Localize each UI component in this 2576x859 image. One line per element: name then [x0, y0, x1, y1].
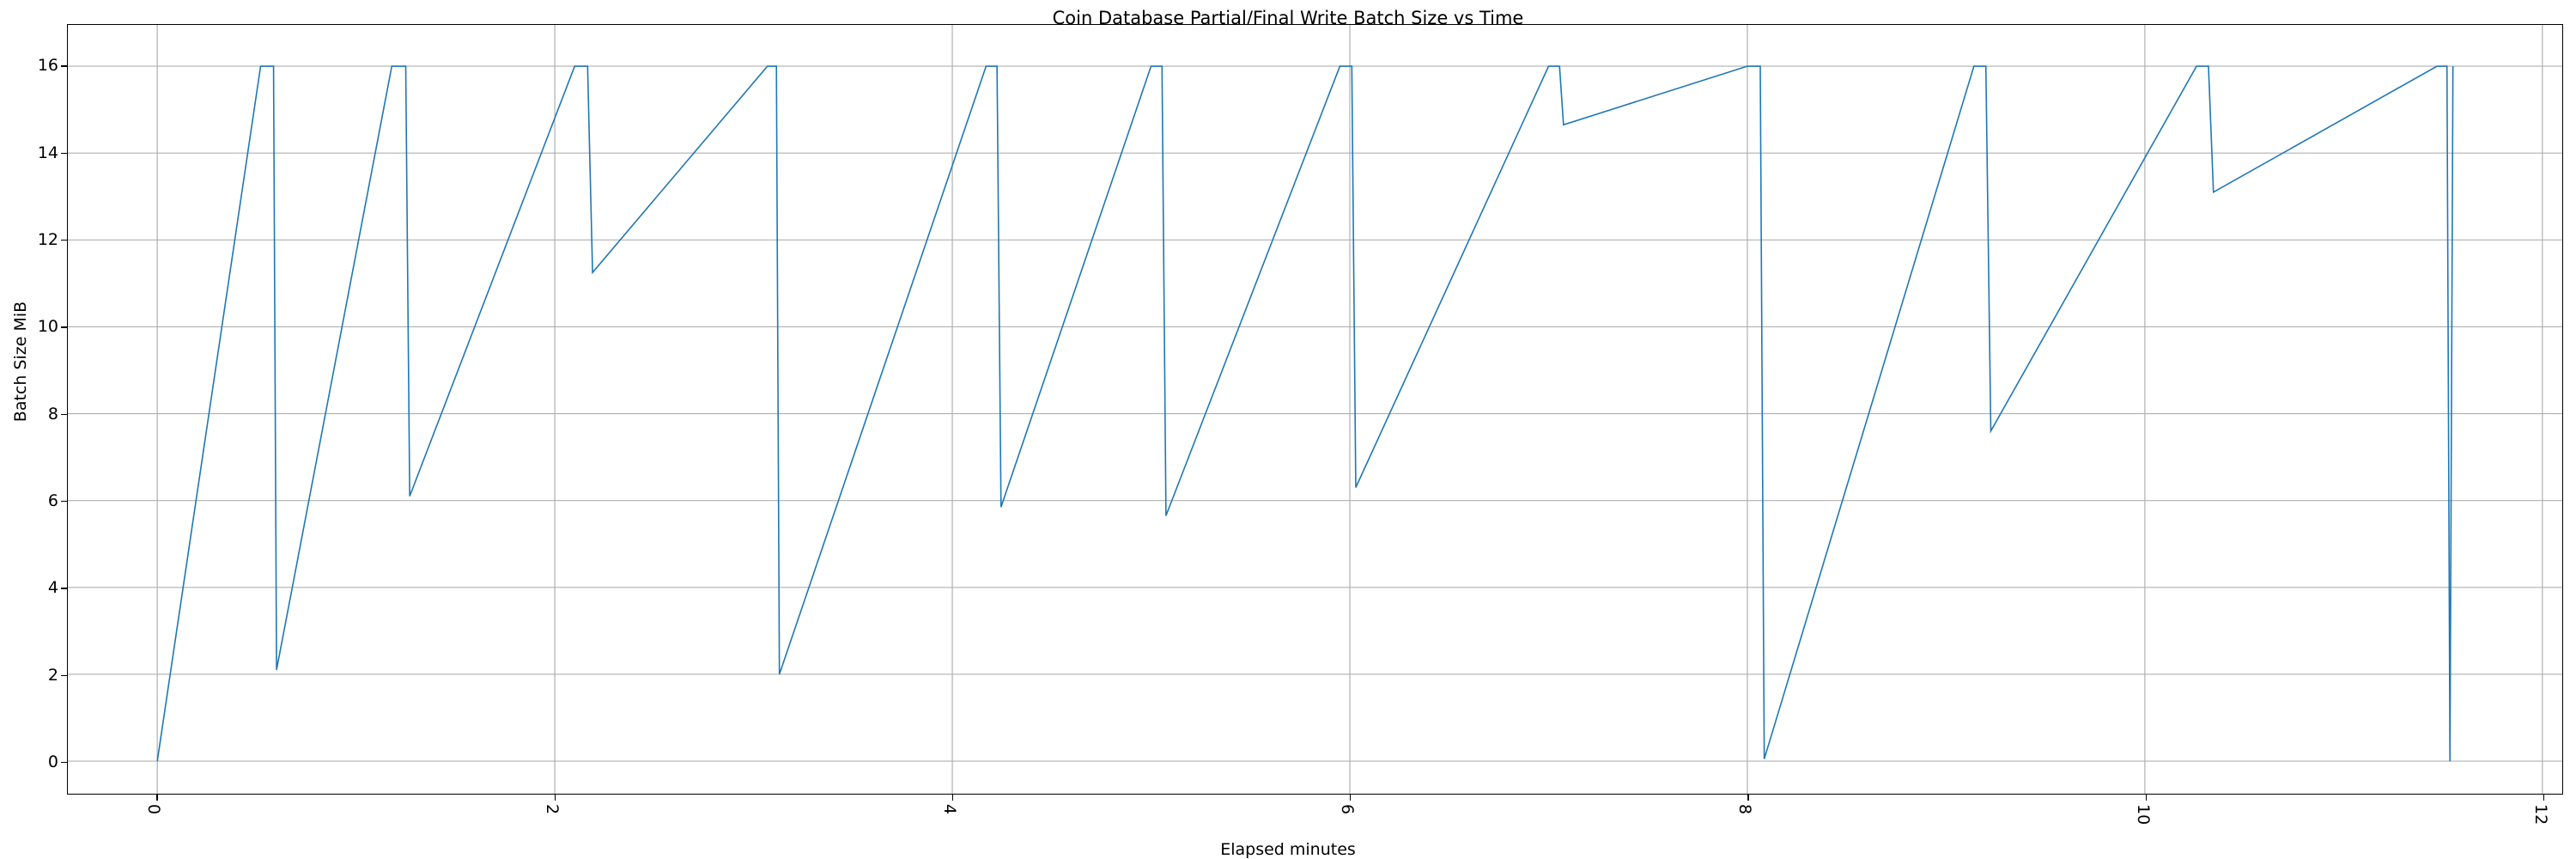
- x-tick-mark: [1350, 795, 1352, 801]
- y-tick-label: 14: [37, 143, 58, 162]
- y-tick-label: 12: [37, 229, 58, 249]
- y-tick-label: 0: [47, 752, 58, 771]
- y-tick-label: 2: [47, 665, 58, 685]
- x-tick-mark: [2543, 795, 2545, 801]
- grid-lines: [68, 25, 2562, 794]
- y-tick-mark: [61, 674, 67, 677]
- plot-canvas: [68, 25, 2562, 794]
- x-tick-mark: [951, 795, 954, 801]
- x-tick-label: 10: [2133, 804, 2153, 825]
- x-tick-label: 4: [939, 804, 959, 815]
- y-tick-label: 10: [37, 317, 58, 337]
- plot-area: [67, 24, 2563, 795]
- y-tick-mark: [61, 152, 67, 154]
- data-series-group: [157, 66, 2453, 761]
- y-tick-mark: [61, 239, 67, 241]
- x-tick-label: 2: [542, 804, 562, 815]
- x-tick-label: 6: [1338, 804, 1358, 815]
- y-tick-mark: [61, 326, 67, 328]
- y-tick-mark: [61, 413, 67, 415]
- x-tick-label: 12: [2530, 804, 2550, 825]
- y-tick-label: 8: [47, 404, 58, 423]
- y-tick-label: 4: [47, 578, 58, 598]
- data-line: [157, 66, 2453, 761]
- y-tick-mark: [61, 65, 67, 67]
- x-axis-label: Elapsed minutes: [1220, 840, 1356, 859]
- y-tick-label: 6: [47, 490, 58, 510]
- x-tick-label: 0: [144, 804, 164, 815]
- x-tick-mark: [2145, 795, 2147, 801]
- x-tick-mark: [1747, 795, 1749, 801]
- y-tick-mark: [61, 761, 67, 764]
- y-tick-mark: [61, 500, 67, 503]
- x-tick-label: 8: [1735, 804, 1755, 815]
- y-tick-label: 16: [37, 56, 58, 76]
- x-tick-mark: [554, 795, 556, 801]
- x-tick-mark: [156, 795, 158, 801]
